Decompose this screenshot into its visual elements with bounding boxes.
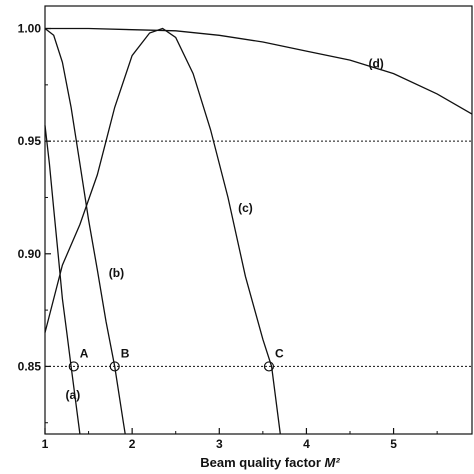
series-label-3: (d)	[368, 57, 383, 71]
point-label-C: C	[275, 346, 284, 360]
x-axis-label: Beam quality factor M²	[200, 455, 340, 470]
curve-labels: (a) (b) (c) (d) A B C	[66, 57, 384, 402]
plot-frame	[44, 5, 473, 435]
series-line-1	[44, 27, 126, 435]
series-label-1: (b)	[109, 266, 124, 280]
y-tick-label-3: 1.00	[18, 22, 42, 36]
ticks	[44, 27, 438, 434]
series-line-2	[44, 27, 281, 435]
y-tick-label-2: 0.95	[18, 134, 42, 148]
series-line-3	[45, 27, 473, 115]
x-tick-label-2: 3	[216, 437, 223, 451]
series-label-2: (c)	[238, 201, 253, 215]
x-tick-label-0: 1	[42, 437, 49, 451]
point-marker-A	[68, 361, 79, 372]
series-label-0: (a)	[66, 388, 81, 402]
tick-labels: 1 2 3 4 5 0.85 0.90 0.95 1.00	[18, 22, 398, 451]
series-line-0	[44, 125, 81, 435]
x-tick-label-3: 4	[303, 437, 310, 451]
reference-lines	[45, 140, 472, 367]
x-tick-label-4: 5	[390, 437, 397, 451]
point-marker-C	[263, 361, 275, 372]
y-tick-label-0: 0.85	[18, 359, 42, 373]
point-marker-B	[109, 361, 120, 372]
point-label-A: A	[80, 346, 89, 360]
x-tick-label-1: 2	[129, 437, 136, 451]
point-label-B: B	[121, 346, 130, 360]
y-tick-label-1: 0.90	[18, 247, 42, 261]
curves	[44, 27, 473, 435]
point-markers	[68, 361, 275, 372]
